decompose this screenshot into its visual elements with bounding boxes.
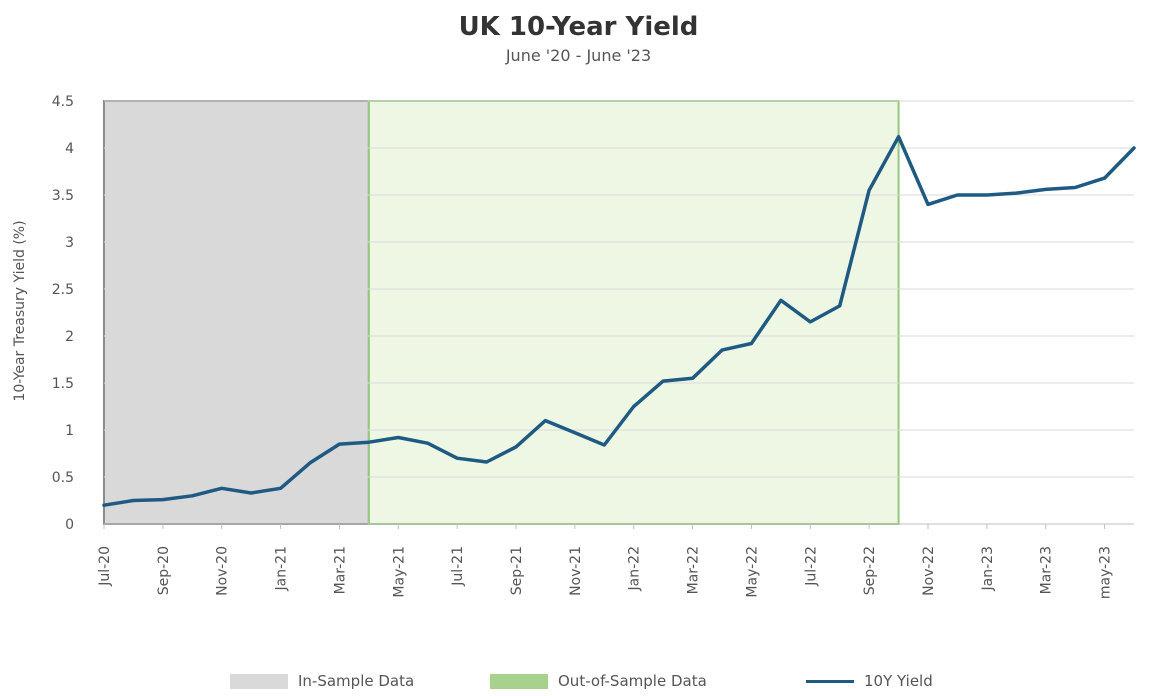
legend-label-in-sample: In-Sample Data	[298, 672, 415, 690]
x-tick-label-15: Jan-23	[980, 546, 996, 591]
x-tick-label-5: May-21	[391, 546, 407, 598]
legend-item-out-of-sample: Out-of-Sample Data	[490, 672, 707, 690]
legend-label-10y-yield: 10Y Yield	[864, 672, 933, 690]
chart-title: UK 10-Year Yield	[458, 12, 699, 42]
series-layer	[102, 134, 1136, 507]
x-tick-label-0: Jul-20	[97, 546, 113, 587]
region-0	[103, 100, 370, 525]
y-tick-label-6: 3	[65, 235, 74, 251]
y-tick-label-9: 4.5	[52, 94, 74, 110]
x-tick-label-17: may-23	[1098, 546, 1114, 599]
chart-canvas: 0 0.5 1 1.5 2 2.5 3 3.5 4 4.5 Jul-20 Sep-20 Nov-20 Ja…	[12, 94, 1136, 599]
x-tick-label-10: Mar-22	[686, 546, 702, 594]
legend: In-Sample Data Out-of-Sample Data 10Y Yi…	[0, 672, 1157, 696]
y-tick-label-7: 3.5	[52, 188, 74, 204]
y-tick-label-8: 4	[65, 141, 74, 157]
chart-subtitle: June '20 - June '23	[505, 46, 652, 65]
x-tick-label-9: Jan-22	[627, 546, 643, 591]
y-tick-label-0: 0	[65, 517, 74, 533]
x-tick-label-7: Sep-21	[509, 546, 525, 595]
x-tick-label-8: Nov-21	[568, 546, 584, 596]
series-line-0	[102, 134, 1136, 507]
axis-layer: 0 0.5 1 1.5 2 2.5 3 3.5 4 4.5 Jul-20 Sep-20 Nov-20 Ja…	[52, 94, 1134, 599]
legend-line-10y-yield	[806, 679, 854, 683]
y-tick-label-5: 2.5	[52, 282, 74, 298]
regions-layer	[103, 100, 900, 525]
x-tick-label-12: Jul-22	[803, 546, 819, 587]
legend-swatch-out-of-sample	[490, 673, 548, 689]
x-tick-label-4: Mar-21	[332, 546, 348, 594]
x-tick-label-1: Sep-20	[156, 546, 172, 595]
legend-label-out-of-sample: Out-of-Sample Data	[558, 672, 707, 690]
y-tick-label-2: 1	[65, 423, 74, 439]
x-tick-label-6: Jul-21	[450, 546, 466, 587]
legend-swatch-in-sample	[230, 673, 288, 689]
x-tick-label-16: Mar-23	[1039, 546, 1055, 594]
y-tick-label-4: 2	[65, 329, 74, 345]
x-tick-label-14: Nov-22	[921, 546, 937, 596]
x-tick-label-13: Sep-22	[862, 546, 878, 595]
x-tick-label-11: May-22	[744, 546, 760, 598]
y-tick-label-3: 1.5	[52, 376, 74, 392]
x-tick-label-2: Nov-20	[215, 546, 231, 596]
legend-item-in-sample: In-Sample Data	[230, 672, 414, 690]
legend-item-10y-yield: 10Y Yield	[806, 672, 933, 690]
x-tick-label-3: Jan-21	[274, 546, 290, 591]
region-1	[367, 100, 900, 525]
y-tick-label-1: 0.5	[52, 470, 74, 486]
y-axis-title: 10-Year Treasury Yield (%)	[12, 220, 28, 401]
